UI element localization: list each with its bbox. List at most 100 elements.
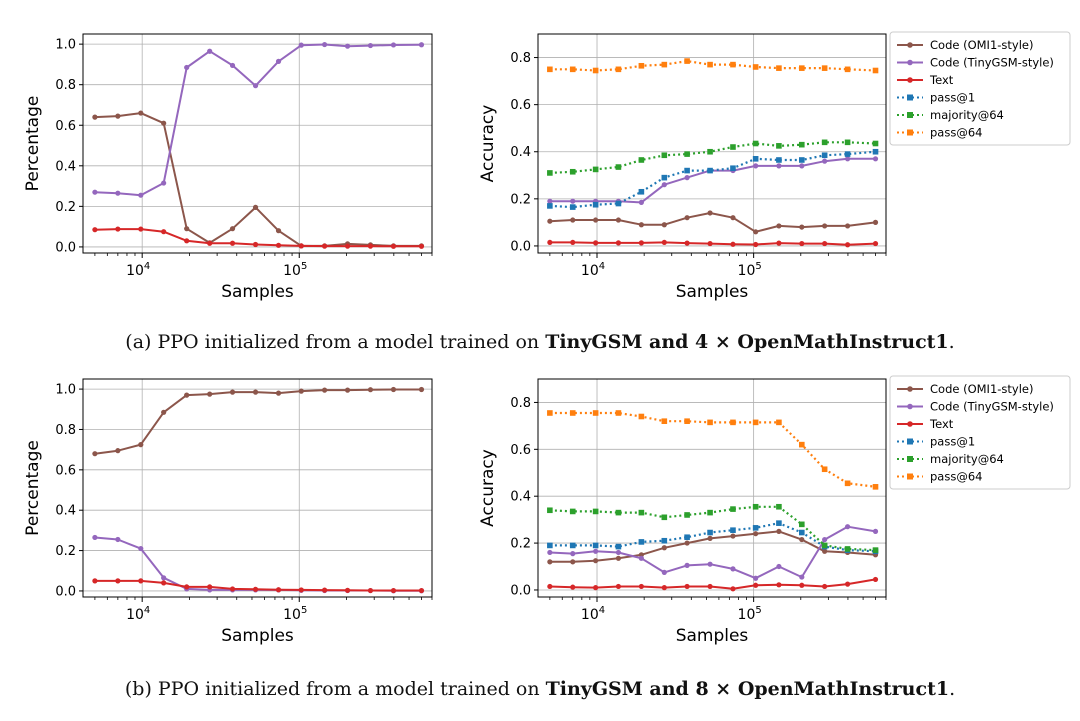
point-text bbox=[707, 240, 713, 247]
point-code_tinygsm bbox=[92, 189, 98, 195]
point-pass64 bbox=[752, 64, 759, 70]
point-code_tinygsm bbox=[872, 156, 879, 162]
point-text bbox=[161, 580, 167, 586]
point-text bbox=[229, 240, 236, 246]
point-code_tinygsm bbox=[161, 180, 167, 186]
point-text bbox=[799, 240, 805, 247]
point-text bbox=[822, 240, 828, 247]
point-code_omi1 bbox=[115, 113, 121, 119]
legend-label: Code (OMI1-style) bbox=[930, 382, 1033, 396]
series-line-majority64 bbox=[549, 141, 876, 174]
point-text bbox=[92, 227, 98, 233]
point-code_tinygsm bbox=[730, 566, 736, 572]
point-code_omi1 bbox=[822, 548, 828, 554]
point-pass64 bbox=[661, 61, 668, 68]
point-text bbox=[872, 576, 879, 583]
y-tick-label: 0.0 bbox=[510, 239, 531, 254]
point-code_tinygsm bbox=[822, 536, 828, 543]
series-line-code_omi1 bbox=[94, 388, 422, 455]
point-code_omi1 bbox=[322, 387, 328, 393]
x-axis-label: Samples bbox=[221, 626, 294, 646]
point-text bbox=[638, 240, 644, 246]
point-pass1 bbox=[752, 156, 759, 162]
point-code_tinygsm bbox=[275, 58, 282, 64]
point-pass1 bbox=[547, 203, 553, 209]
point-text bbox=[275, 242, 282, 248]
point-code_omi1 bbox=[707, 535, 713, 541]
point-majority64 bbox=[707, 509, 713, 516]
point-code_tinygsm bbox=[753, 163, 759, 169]
point-text bbox=[367, 243, 374, 249]
point-code_omi1 bbox=[593, 217, 599, 223]
point-majority64 bbox=[844, 139, 851, 146]
chart-a-accuracy: 0.0 0.2 0.4 0.6 0.8 104 105 Samples Accuracy Code… bbox=[478, 31, 1071, 302]
point-code_omi1 bbox=[115, 448, 121, 454]
legend-marker bbox=[907, 438, 913, 445]
point-pass1 bbox=[638, 188, 645, 195]
y-tick-label: 0.2 bbox=[510, 192, 531, 207]
point-majority64 bbox=[615, 509, 622, 516]
point-pass1 bbox=[547, 542, 553, 549]
point-text bbox=[776, 582, 782, 588]
y-tick-label: 0.0 bbox=[55, 240, 76, 255]
y-tick-label: 0.8 bbox=[510, 396, 531, 411]
chart-b-percentage: 0.0 0.2 0.4 0.6 0.8 1.0 104 105 Samples Percentag… bbox=[23, 378, 433, 646]
point-text bbox=[418, 243, 425, 249]
legend-marker bbox=[907, 386, 913, 392]
point-pass1 bbox=[752, 525, 759, 531]
point-code_omi1 bbox=[615, 555, 622, 561]
point-pass64 bbox=[730, 61, 736, 68]
legend-label: pass@1 bbox=[930, 91, 975, 105]
point-majority64 bbox=[821, 139, 828, 146]
point-text bbox=[344, 243, 351, 249]
y-tick-label: 0.4 bbox=[55, 159, 76, 174]
point-pass1 bbox=[821, 152, 828, 159]
point-code_tinygsm bbox=[161, 575, 167, 581]
series-line-code_tinygsm bbox=[549, 157, 876, 204]
point-pass1 bbox=[776, 520, 782, 526]
point-code_tinygsm bbox=[92, 534, 98, 541]
point-code_tinygsm bbox=[252, 83, 259, 89]
point-text bbox=[684, 240, 690, 246]
y-tick-label: 0.6 bbox=[510, 98, 531, 113]
point-text bbox=[661, 585, 667, 591]
point-code_omi1 bbox=[275, 228, 282, 234]
point-code_omi1 bbox=[593, 558, 599, 564]
point-pass64 bbox=[592, 410, 599, 416]
point-code_omi1 bbox=[207, 391, 213, 397]
point-pass64 bbox=[547, 66, 553, 73]
y-tick-label: 1.0 bbox=[55, 383, 76, 398]
point-code_omi1 bbox=[184, 226, 190, 232]
point-code_omi1 bbox=[229, 226, 236, 232]
point-text bbox=[184, 584, 190, 590]
point-text bbox=[822, 583, 828, 590]
point-majority64 bbox=[684, 512, 690, 518]
legend-marker bbox=[907, 421, 913, 427]
point-code_omi1 bbox=[570, 217, 576, 223]
point-text bbox=[207, 240, 213, 246]
point-code_omi1 bbox=[730, 215, 736, 221]
point-code_omi1 bbox=[252, 204, 259, 210]
point-code_omi1 bbox=[661, 222, 667, 228]
point-code_omi1 bbox=[418, 386, 425, 393]
point-code_tinygsm bbox=[822, 158, 828, 164]
point-code_omi1 bbox=[229, 389, 236, 395]
point-majority64 bbox=[615, 164, 622, 170]
point-text bbox=[593, 240, 599, 246]
point-pass64 bbox=[592, 67, 599, 74]
caption-a-suffix: . bbox=[948, 331, 955, 353]
point-code_tinygsm bbox=[593, 548, 599, 554]
point-pass64 bbox=[638, 62, 645, 69]
point-majority64 bbox=[592, 508, 599, 515]
point-code_omi1 bbox=[753, 229, 759, 235]
point-pass64 bbox=[569, 410, 576, 416]
point-majority64 bbox=[638, 509, 645, 516]
point-majority64 bbox=[872, 140, 879, 147]
point-code_omi1 bbox=[844, 223, 851, 229]
legend-marker bbox=[907, 403, 913, 410]
point-code_omi1 bbox=[730, 533, 736, 539]
y-axis-label: Percentage bbox=[23, 440, 43, 536]
point-code_omi1 bbox=[161, 120, 167, 126]
point-text bbox=[115, 578, 121, 584]
point-text bbox=[638, 583, 644, 590]
